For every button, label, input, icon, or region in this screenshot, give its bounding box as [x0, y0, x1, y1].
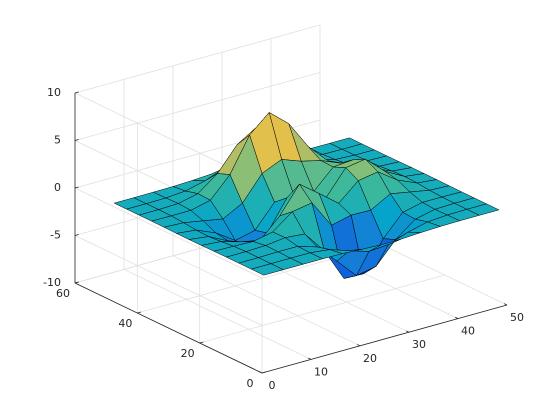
- y-tick: [137, 311, 142, 314]
- x-tick-label: 40: [461, 325, 475, 338]
- grid-line: [74, 187, 263, 279]
- y-tick-label: 20: [181, 347, 195, 360]
- grid-line: [123, 269, 312, 360]
- grid-line: [74, 235, 263, 326]
- z-tick: [74, 139, 79, 141]
- x-tick-label: 10: [314, 365, 328, 378]
- x-tick: [357, 344, 361, 347]
- surface-patch: [250, 263, 285, 276]
- x-tick: [455, 316, 459, 319]
- z-tick: [74, 91, 79, 94]
- y-axis: [74, 282, 263, 374]
- x-tick: [504, 303, 508, 306]
- z-tick-label: -5: [50, 229, 61, 242]
- grid-line: [172, 255, 361, 347]
- y-tick-label: 0: [247, 377, 254, 390]
- grid-line: [74, 72, 321, 141]
- z-tick: [74, 281, 79, 284]
- x-tick-label: 20: [363, 352, 377, 365]
- z-tick: [74, 186, 79, 189]
- z-tick-label: -10: [43, 276, 61, 289]
- x-tick-label: 0: [269, 379, 276, 392]
- x-axis: [261, 304, 508, 374]
- grid-line: [199, 274, 445, 344]
- y-tick-label: 60: [56, 287, 70, 300]
- x-tick-label: 50: [510, 311, 524, 324]
- x-tick: [406, 330, 410, 333]
- z-tick: [74, 234, 79, 236]
- z-tick-label: 10: [47, 86, 61, 99]
- z-tick-label: 0: [54, 181, 61, 194]
- y-tick: [199, 341, 204, 344]
- x-tick: [308, 357, 312, 360]
- z-tick-label: 5: [54, 134, 61, 147]
- y-tick: [261, 371, 266, 374]
- x-tick-label: 30: [412, 338, 426, 351]
- x-tick: [259, 371, 263, 374]
- y-tick-label: 40: [118, 317, 132, 330]
- grid-line: [74, 24, 321, 94]
